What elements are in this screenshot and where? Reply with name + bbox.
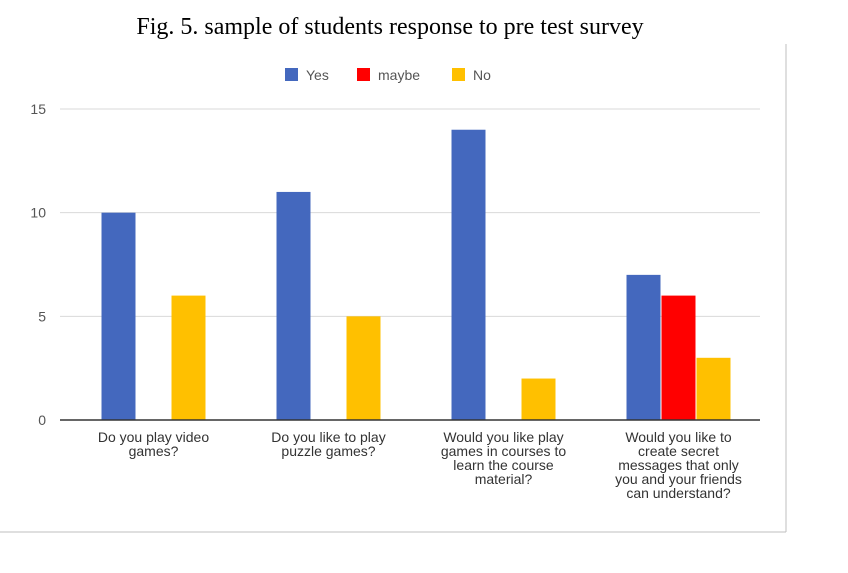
y-tick-label: 0 (38, 412, 46, 428)
y-tick-label: 5 (38, 308, 46, 324)
x-axis-category-labels: Do you play video games? Do you like to pl… (98, 429, 742, 501)
legend-swatch-yes (285, 68, 298, 81)
chart-frame (0, 44, 787, 533)
x-category-label: Would you like to create secret messages t… (615, 429, 742, 501)
y-tick-label: 10 (30, 205, 46, 221)
bar-no-3 (521, 378, 556, 420)
legend-label-maybe: maybe (378, 67, 420, 83)
x-category-label: Do you like to play puzzle games? (271, 429, 385, 459)
bar-maybe-4 (661, 295, 696, 420)
legend-swatch-maybe (357, 68, 370, 81)
bar-no-1 (171, 295, 206, 420)
bar-yes-3 (451, 129, 486, 420)
x-category-label: Do you play video games? (98, 429, 210, 459)
y-tick-label: 15 (30, 101, 46, 117)
legend-swatch-no (452, 68, 465, 81)
bars (101, 129, 731, 420)
bar-yes-2 (276, 191, 311, 420)
x-category-label: Would you like play games in courses to le… (441, 429, 566, 487)
legend-label-no: No (473, 67, 491, 83)
figure-caption: Fig. 5. sample of students response to p… (136, 14, 644, 40)
bar-yes-4 (626, 274, 661, 420)
legend: Yes maybe No (285, 67, 491, 83)
bar-no-2 (346, 316, 381, 420)
bar-yes-1 (101, 212, 136, 420)
y-axis-ticks: 0 5 10 15 (30, 101, 46, 428)
legend-label-yes: Yes (306, 67, 329, 83)
bar-no-4 (696, 357, 731, 420)
